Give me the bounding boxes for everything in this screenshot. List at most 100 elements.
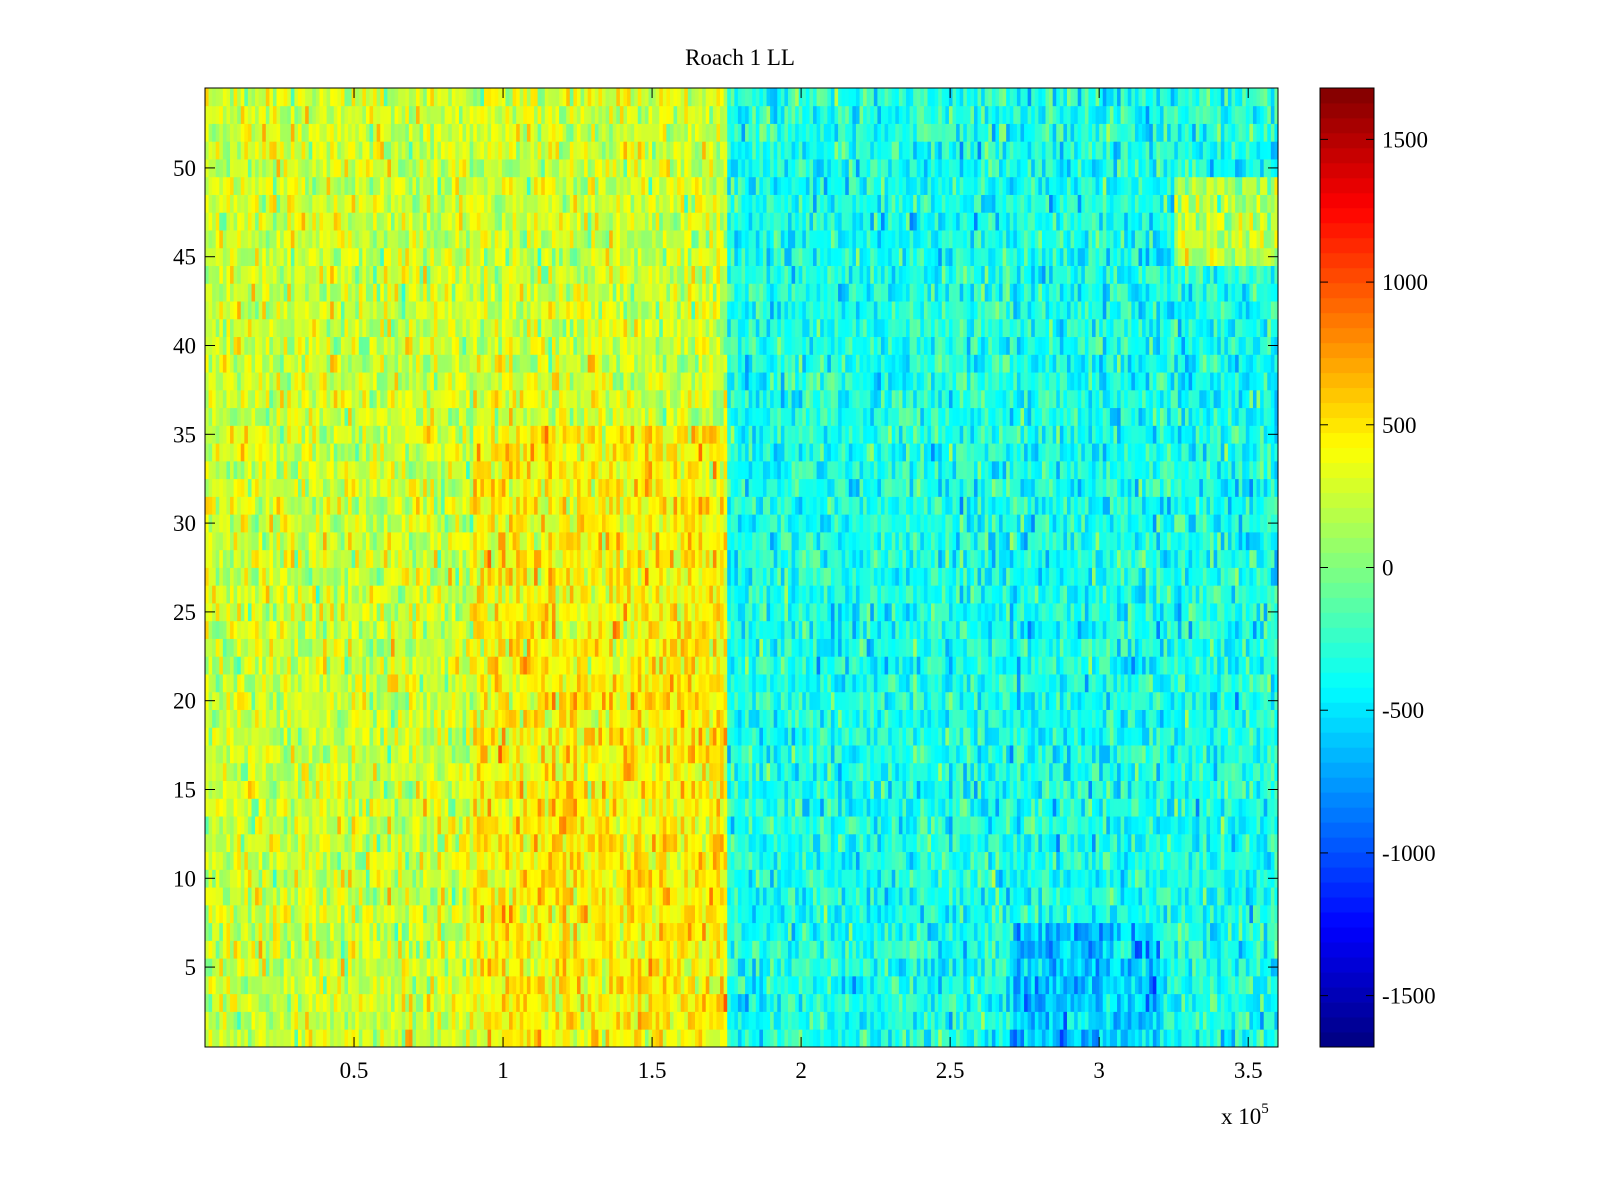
heatmap-cell: [319, 904, 324, 924]
heatmap-cell: [369, 833, 374, 853]
heatmap-cell: [451, 780, 456, 799]
heatmap-cell: [920, 887, 925, 906]
heatmap-cell: [562, 833, 567, 853]
heatmap-cell: [230, 1011, 235, 1030]
heatmap-cell: [598, 993, 603, 1012]
heatmap-cell: [462, 833, 467, 853]
heatmap-cell: [562, 922, 567, 941]
heatmap-cell: [233, 958, 238, 977]
heatmap-cell: [283, 851, 288, 870]
heatmap-cell: [984, 887, 989, 906]
heatmap-cell: [788, 904, 792, 924]
heatmap-cell: [884, 745, 889, 764]
heatmap-cell: [956, 993, 961, 1012]
heatmap-cell: [795, 816, 800, 835]
heatmap-cell: [541, 1029, 546, 1048]
heatmap-cell: [208, 1011, 213, 1030]
heatmap-cell: [1109, 869, 1114, 888]
heatmap-cell: [466, 833, 471, 853]
heatmap-cell: [1163, 1011, 1168, 1030]
heatmap-cell: [691, 745, 696, 764]
heatmap-cell: [888, 833, 893, 853]
heatmap-cell: [1020, 833, 1025, 853]
heatmap-cell: [219, 762, 224, 782]
heatmap-cell: [1181, 869, 1186, 888]
heatmap-cell: [276, 975, 281, 995]
heatmap-cell: [222, 887, 227, 906]
heatmap-cell: [866, 940, 871, 959]
heatmap-cell: [1084, 887, 1089, 906]
heatmap-cell: [734, 1029, 739, 1048]
heatmap-cell: [1095, 940, 1100, 959]
heatmap-cell: [1274, 851, 1279, 870]
heatmap-cell: [770, 975, 775, 995]
heatmap-cell: [226, 958, 231, 977]
heatmap-cell: [716, 958, 721, 977]
heatmap-cell: [1131, 851, 1136, 870]
heatmap-cell: [1002, 940, 1007, 959]
heatmap-cell: [784, 745, 789, 764]
heatmap-cell: [662, 975, 667, 995]
heatmap-cell: [516, 780, 521, 799]
heatmap-cell: [623, 904, 628, 924]
heatmap-cell: [791, 940, 796, 959]
heatmap-cell: [580, 780, 585, 799]
heatmap-cell: [383, 940, 388, 959]
heatmap-cell: [594, 922, 599, 941]
heatmap-cell: [884, 851, 889, 870]
heatmap-cell: [247, 1029, 252, 1048]
heatmap-cell: [644, 869, 649, 888]
heatmap-cell: [1113, 1011, 1118, 1030]
heatmap-cell: [709, 940, 714, 959]
heatmap-cell: [598, 958, 603, 977]
heatmap-cell: [916, 798, 921, 817]
heatmap-cell: [999, 1011, 1003, 1030]
heatmap-cell: [448, 762, 453, 782]
heatmap-cell: [1038, 869, 1043, 888]
heatmap-cell: [1049, 975, 1054, 995]
heatmap-cell: [973, 958, 978, 977]
heatmap-cell: [323, 851, 328, 870]
heatmap-cell: [240, 904, 245, 924]
heatmap-cell: [680, 887, 685, 906]
heatmap-cell: [390, 975, 395, 995]
heatmap-cell: [1206, 940, 1211, 959]
heatmap-cell: [237, 816, 242, 835]
heatmap-cell: [1063, 1029, 1068, 1048]
heatmap-cell: [416, 833, 420, 853]
heatmap-cell: [1263, 1029, 1268, 1048]
heatmap-cell: [1260, 887, 1265, 906]
heatmap-cell: [541, 922, 546, 941]
heatmap-cell: [705, 958, 710, 977]
heatmap-cell: [991, 1011, 996, 1030]
heatmap-cell: [605, 1011, 610, 1030]
heatmap-cell: [734, 780, 739, 799]
heatmap-cell: [491, 993, 496, 1012]
heatmap-cell: [423, 780, 428, 799]
heatmap-cell: [1242, 780, 1247, 799]
heatmap-cell: [494, 816, 499, 835]
heatmap-cell: [906, 745, 911, 764]
heatmap-cell: [401, 922, 406, 941]
heatmap-cell: [205, 1011, 209, 1030]
heatmap-cell: [1134, 833, 1139, 853]
heatmap-cell: [573, 975, 578, 995]
heatmap-cell: [591, 904, 596, 924]
heatmap-cell: [895, 816, 900, 835]
heatmap-cell: [1038, 780, 1043, 799]
heatmap-cell: [501, 762, 506, 782]
heatmap-cell: [516, 745, 521, 764]
heatmap-cell: [841, 1011, 846, 1030]
heatmap-cell: [863, 958, 868, 977]
heatmap-cell: [766, 816, 771, 835]
heatmap-cell: [999, 887, 1003, 906]
heatmap-cell: [559, 1011, 564, 1030]
heatmap-cell: [1117, 798, 1122, 817]
heatmap-cell: [534, 922, 539, 941]
heatmap-cell: [323, 887, 328, 906]
heatmap-cell: [712, 851, 717, 870]
heatmap-cell: [523, 780, 528, 799]
heatmap-cell: [383, 745, 388, 764]
heatmap-cell: [1070, 975, 1075, 995]
heatmap-cell: [723, 958, 728, 977]
